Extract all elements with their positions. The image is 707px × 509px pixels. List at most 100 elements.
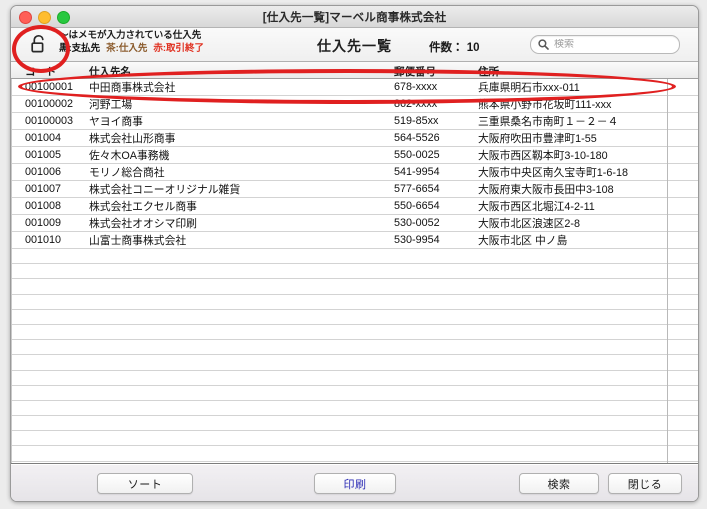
table-row[interactable]: 001005 佐々木OA事務機 550-0025 大阪市西区靱本町3-10-180	[11, 146, 698, 164]
cell-code	[11, 385, 89, 401]
table-row-empty[interactable]	[11, 354, 698, 371]
cell-name	[89, 400, 394, 417]
traffic-lights	[19, 11, 70, 24]
cell-zip	[394, 339, 478, 356]
column-header-name[interactable]: 仕入先名	[89, 66, 131, 78]
lock-toggle-button[interactable]	[25, 31, 51, 57]
cell-zip	[394, 354, 478, 371]
cell-code: 001009	[11, 214, 89, 232]
cell-zip	[394, 445, 478, 462]
table-row-empty[interactable]	[11, 324, 698, 341]
bottom-button-bar: ソート 印刷 検索 閉じる	[11, 464, 698, 501]
table-row-empty[interactable]	[11, 461, 698, 463]
table-row-empty[interactable]	[11, 400, 698, 417]
cell-address: 兵庫県明石市xxx-011	[478, 79, 698, 96]
table-right-border	[667, 79, 668, 463]
cell-zip: 550-0025	[394, 146, 478, 164]
minimize-window-icon[interactable]	[38, 11, 51, 24]
table-row-empty[interactable]	[11, 248, 698, 265]
table-row-empty[interactable]	[11, 415, 698, 432]
cell-code: 001008	[11, 197, 89, 215]
cell-address	[478, 461, 698, 463]
cell-address	[478, 430, 698, 447]
cell-code	[11, 339, 89, 356]
column-header-code[interactable]: コード	[25, 66, 57, 78]
table-row-empty[interactable]	[11, 339, 698, 356]
cell-code	[11, 445, 89, 462]
cell-address: 大阪市北区浪速区2-8	[478, 214, 698, 232]
legend-memo-note: 〜はメモが入力されている仕入先	[59, 30, 202, 41]
sort-button[interactable]: ソート	[97, 473, 193, 494]
cell-zip	[394, 415, 478, 432]
search-field[interactable]	[530, 35, 680, 54]
cell-code	[11, 294, 89, 310]
cell-address: 三重県桑名市南町１－２－４	[478, 112, 698, 130]
cell-code	[11, 324, 89, 341]
cell-name	[89, 461, 394, 463]
maximize-window-icon[interactable]	[57, 11, 70, 24]
cell-name: ヤヨイ商事	[89, 112, 394, 130]
column-header-zip[interactable]: 郵便番号	[394, 66, 436, 78]
column-header-address[interactable]: 住所	[478, 66, 499, 78]
window-title: [仕入先一覧]マーベル商事株式会社	[262, 12, 447, 24]
table-row-empty[interactable]	[11, 385, 698, 401]
cell-address: 熊本県小野市花坂町111-xxx	[478, 95, 698, 113]
cell-address	[478, 294, 698, 310]
table-row[interactable]: 00100001 中田商事株式会社 678-xxxx 兵庫県明石市xxx-011	[11, 79, 698, 96]
cell-code	[11, 461, 89, 463]
cell-name	[89, 354, 394, 371]
table-row[interactable]: 001006 モリノ総合商社 541-9954 大阪市中央区南久宝寺町1-6-18	[11, 163, 698, 181]
cell-address: 大阪市中央区南久宝寺町1-6-18	[478, 163, 698, 181]
cell-name	[89, 309, 394, 325]
table-row-empty[interactable]	[11, 294, 698, 310]
cell-zip	[394, 324, 478, 341]
record-count-label: 件数： 10	[429, 42, 480, 54]
window-titlebar[interactable]: [仕入先一覧]マーベル商事株式会社	[11, 6, 698, 28]
cell-code	[11, 400, 89, 417]
cell-address	[478, 370, 698, 386]
cell-zip	[394, 400, 478, 417]
cell-name	[89, 445, 394, 462]
table-row[interactable]: 00100002 河野工場 862-xxxx 熊本県小野市花坂町111-xxx	[11, 95, 698, 113]
print-button[interactable]: 印刷	[314, 473, 396, 494]
search-input[interactable]	[554, 39, 660, 50]
cell-zip: 541-9954	[394, 163, 478, 181]
table-row[interactable]: 001009 株式会社オオシマ印刷 530-0052 大阪市北区浪速区2-8	[11, 214, 698, 232]
cell-address	[478, 324, 698, 341]
table-row[interactable]: 001007 株式会社コニーオリジナル雑貨 577-6654 大阪府東大阪市長田中3-…	[11, 180, 698, 198]
supplier-table-container[interactable]: 00100001 中田商事株式会社 678-xxxx 兵庫県明石市xxx-011 001…	[11, 79, 698, 464]
table-row[interactable]: 00100003 ヤヨイ商事 519-85xx 三重県桑名市南町１－２－４	[11, 112, 698, 130]
cell-zip: 530-9954	[394, 231, 478, 249]
cell-zip	[394, 430, 478, 447]
close-button[interactable]: 閉じる	[608, 473, 682, 494]
cell-address	[478, 263, 698, 280]
cell-zip: 564-5526	[394, 129, 478, 147]
supplier-table-body: 00100001 中田商事株式会社 678-xxxx 兵庫県明石市xxx-011 001…	[11, 79, 698, 463]
table-row[interactable]: 001010 山富士商事株式会社 530-9954 大阪市北区 中ノ島	[11, 231, 698, 249]
table-row-empty[interactable]	[11, 430, 698, 447]
table-row[interactable]: 001008 株式会社エクセル商事 550-6654 大阪市西区北堀江4-2-11	[11, 197, 698, 215]
table-row-empty[interactable]	[11, 263, 698, 280]
table-row-empty[interactable]	[11, 278, 698, 295]
cell-address	[478, 385, 698, 401]
table-row-empty[interactable]	[11, 309, 698, 325]
search-button[interactable]: 検索	[519, 473, 599, 494]
cell-zip: 862-xxxx	[394, 95, 478, 113]
cell-address	[478, 400, 698, 417]
table-row-empty[interactable]	[11, 445, 698, 462]
color-legend: 〜はメモが入力されている仕入先 黒:支払先 茶:仕入先 赤:取引終了	[59, 30, 204, 55]
close-window-icon[interactable]	[19, 11, 32, 24]
table-row-empty[interactable]	[11, 370, 698, 386]
cell-name: 中田商事株式会社	[89, 79, 394, 96]
cell-zip	[394, 370, 478, 386]
cell-zip: 678-xxxx	[394, 79, 478, 96]
cell-code: 001005	[11, 146, 89, 164]
table-row[interactable]: 001004 株式会社山形商事 564-5526 大阪府吹田市豊津町1-55	[11, 129, 698, 147]
cell-name: 株式会社コニーオリジナル雑貨	[89, 180, 394, 198]
legend-brown: 茶:仕入先	[106, 42, 148, 54]
cell-zip: 530-0052	[394, 214, 478, 232]
toolbar: 〜はメモが入力されている仕入先 黒:支払先 茶:仕入先 赤:取引終了 仕入先一覧 件…	[11, 28, 698, 62]
cell-address: 大阪市北区 中ノ島	[478, 231, 698, 249]
cell-name	[89, 430, 394, 447]
